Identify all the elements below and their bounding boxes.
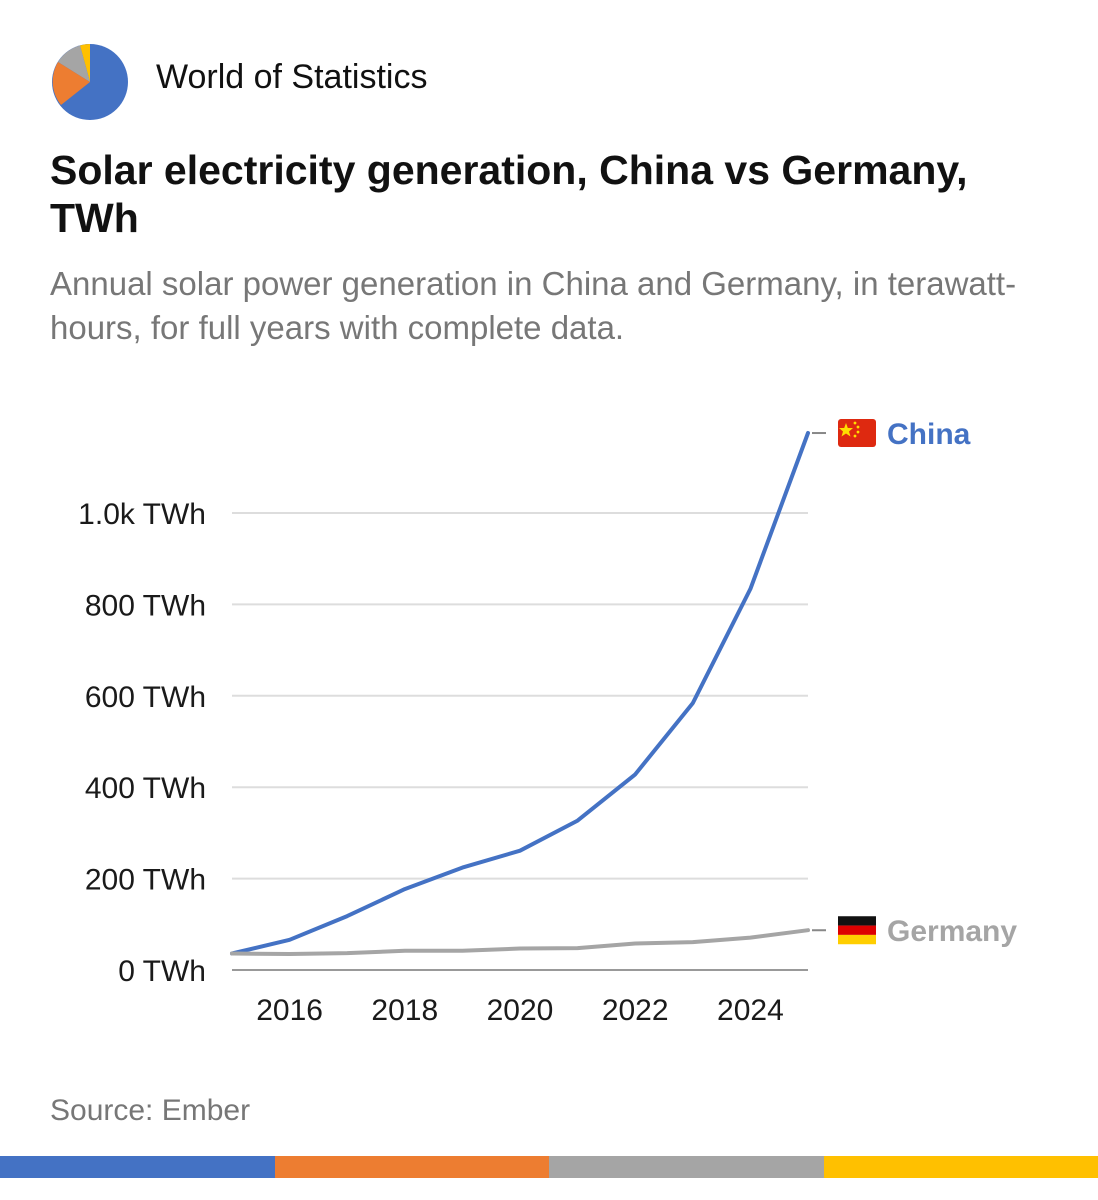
source-note: Source: Ember (50, 1094, 251, 1127)
brand-name: World of Statistics (156, 58, 428, 96)
chart-subtitle: Annual solar power generation in China a… (50, 265, 1017, 346)
y-tick-label: 400 TWh (85, 772, 206, 805)
series-line-china (230, 431, 810, 956)
china-flag-icon (838, 419, 876, 448)
footer-segment-gray (549, 1156, 824, 1178)
brand-header: World of Statistics (50, 42, 427, 122)
y-tick-label: 800 TWh (85, 589, 206, 622)
series-line-germany (230, 928, 810, 956)
x-tick-label: 2020 (487, 994, 554, 1027)
chart-title: Solar electricity generation, China vs G… (50, 147, 968, 241)
footer-segment-orange (274, 1156, 549, 1178)
x-tick-label: 2016 (256, 994, 323, 1027)
x-tick-label: 2022 (602, 994, 669, 1027)
footer-segment-yellow (823, 1156, 1098, 1178)
pie-chart-icon (52, 44, 128, 120)
line-chart: 0 TWh 200 TWh 400 TWh 600 TWh 800 TWh 1.0k TW… (78, 418, 1017, 1027)
germany-flag-icon (838, 916, 876, 945)
y-tick-label: 600 TWh (85, 681, 206, 714)
y-tick-label: 1.0k TWh (78, 498, 206, 531)
x-tick-label: 2024 (717, 994, 784, 1027)
footer-color-bar (0, 1156, 1098, 1178)
series-label-germany: Germany (887, 915, 1017, 948)
x-tick-label: 2018 (371, 994, 438, 1027)
y-tick-label: 0 TWh (118, 955, 206, 988)
series-label-china: China (887, 418, 971, 451)
footer-segment-blue (0, 1156, 275, 1178)
y-tick-label: 200 TWh (85, 864, 206, 897)
